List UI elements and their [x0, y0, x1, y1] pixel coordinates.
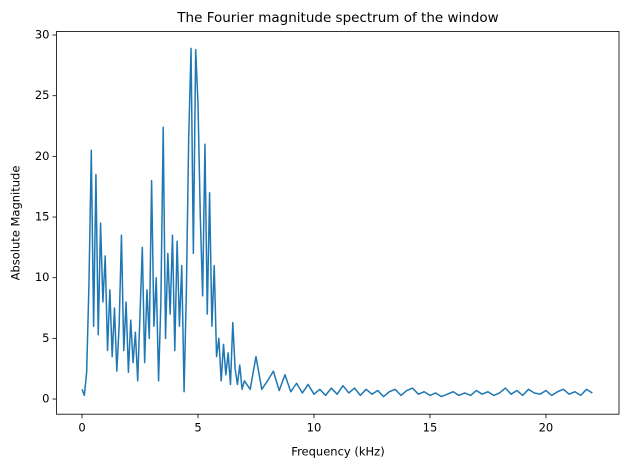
y-tick-label: 0 [42, 392, 49, 406]
x-tick-label: 10 [307, 421, 322, 435]
y-tick-label: 5 [42, 331, 49, 345]
y-axis-label: Absolute Magnitude [9, 166, 23, 281]
x-tick-label: 20 [539, 421, 554, 435]
x-tick-label: 5 [194, 421, 201, 435]
spectrum-line [81, 47, 593, 398]
x-tick-label: 0 [78, 421, 85, 435]
plot-frame [56, 30, 620, 415]
y-tick-label: 20 [35, 149, 50, 163]
y-tick-label: 30 [35, 28, 50, 42]
y-tick-label: 15 [35, 210, 50, 224]
y-tick-label: 10 [35, 270, 50, 284]
y-tick-label: 25 [35, 88, 50, 102]
x-tick-label: 15 [423, 421, 438, 435]
x-axis-label: Frequency (kHz) [291, 445, 384, 459]
chart-title: The Fourier magnitude spectrum of the wi… [176, 10, 498, 26]
